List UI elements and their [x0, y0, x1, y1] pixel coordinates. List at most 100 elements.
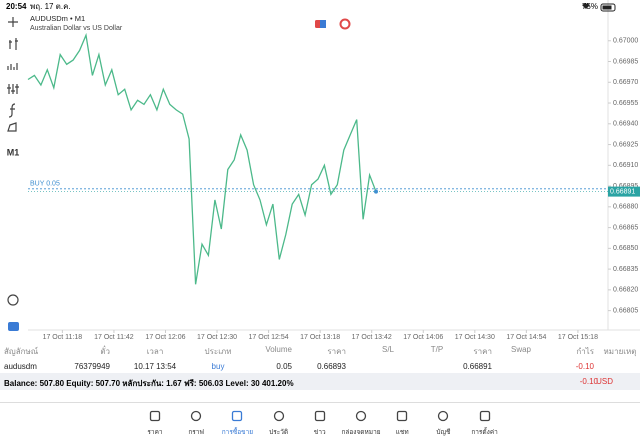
column-header: S/L — [381, 345, 395, 354]
x-tick-label: 17 Oct 12:30 — [197, 334, 237, 341]
y-tick-label: 0.66940 — [613, 121, 638, 128]
table-cell: 0.05 — [276, 362, 292, 371]
nav-icon-shape — [314, 410, 325, 422]
zoom-tool[interactable] — [7, 294, 19, 306]
column-header: ราคา — [473, 347, 492, 356]
nav-icon[interactable] — [355, 410, 367, 422]
y-tick-label: 0.66955 — [613, 100, 638, 107]
column-header: เวลา — [146, 347, 164, 356]
column-header: Volume — [265, 345, 292, 354]
y-tick-label: 0.66820 — [613, 287, 638, 294]
x-tick-label: 17 Oct 13:42 — [352, 334, 392, 341]
x-tick-label: 17 Oct 14:30 — [455, 334, 495, 341]
y-tick-label: 0.66895 — [613, 183, 638, 190]
account-summary: Balance: 507.80 Equity: 507.70 หลักประกั… — [4, 379, 294, 388]
nav-icon-shape — [232, 410, 243, 422]
nav-label[interactable]: แชท — [395, 429, 409, 436]
nav-icon[interactable] — [396, 410, 408, 422]
nav-label[interactable]: ราคา — [147, 429, 163, 436]
current-price-box — [608, 186, 640, 197]
price-line — [27, 32, 377, 285]
nav-icon[interactable] — [231, 410, 243, 422]
trade-button-part — [320, 20, 326, 28]
x-tick-label: 17 Oct 11:42 — [94, 334, 134, 341]
x-tick-label: 17 Oct 12:54 — [249, 334, 289, 341]
nav-label[interactable]: การซื้อขาย — [221, 429, 254, 436]
y-tick-label: 0.66910 — [613, 162, 638, 169]
column-header: Swap — [510, 345, 532, 354]
y-tick-label: 0.66835 — [613, 266, 638, 273]
nav-icon-shape — [397, 410, 408, 422]
column-header: ตั๋ว — [100, 347, 110, 356]
chart-subtitle: Australian Dollar vs US Dollar — [30, 25, 123, 32]
table-cell: -0.10 — [575, 362, 594, 371]
status-time: 20:54 — [6, 2, 27, 11]
y-tick-label: 0.66985 — [613, 58, 638, 65]
y-tick-label: 0.67000 — [613, 38, 638, 45]
y-tick-label: 0.66850 — [613, 245, 638, 252]
y-tick-label: 0.66925 — [613, 141, 638, 148]
nav-icon[interactable] — [273, 410, 285, 422]
left-toolbar — [7, 17, 19, 306]
summary-bar: Balance: 507.80 Equity: 507.70 หลักประกั… — [0, 373, 640, 390]
total-profit: -0.10 — [579, 377, 598, 386]
x-tick-label: 17 Oct 12:06 — [145, 334, 185, 341]
column-header: ราคา — [327, 347, 346, 356]
timeframe[interactable]: M1 — [7, 147, 20, 157]
bottom-nav: ราคา กราฟ การซื้อขาย ประวัติ ข่าว กล่องจดหมาย… — [0, 402, 640, 447]
table-cell: buy — [211, 362, 225, 371]
column-header: กำไร — [576, 347, 594, 356]
nav-label[interactable]: ประวัติ — [269, 429, 289, 436]
table-cell: 0.66893 — [317, 362, 346, 371]
indicator-button[interactable] — [339, 18, 351, 30]
nav-icon-shape — [479, 410, 490, 422]
nav-icon[interactable] — [479, 410, 491, 422]
current-price-label: 0.66891 — [610, 188, 635, 195]
column-header: ประเภท — [204, 347, 232, 356]
y-tick-label: 0.66880 — [613, 204, 638, 211]
objects-tool[interactable] — [7, 122, 17, 132]
nav-icon[interactable] — [314, 410, 326, 422]
y-tick-label: 0.66970 — [613, 79, 638, 86]
x-tick-label: 17 Oct 15:18 — [558, 334, 598, 341]
bars-tool[interactable] — [7, 63, 18, 70]
candles-tool[interactable] — [9, 38, 18, 50]
indicators-tool[interactable] — [7, 84, 19, 94]
nav-icon-shape — [149, 410, 161, 422]
chart: 20:54 พฤ. 17 ต.ค. 75% AUDUSDm • M1 Austr… — [6, 0, 640, 341]
nav-label[interactable]: กล่องจดหมาย — [341, 429, 381, 436]
column-header: สัญลักษณ์ — [4, 347, 39, 356]
battery-icon — [600, 3, 616, 12]
wifi-icon — [582, 3, 590, 10]
nav-icon-shape — [355, 410, 367, 422]
nav-label[interactable]: กราฟ — [188, 429, 205, 436]
nav-icon[interactable] — [437, 410, 449, 422]
crosshair-tool[interactable] — [8, 17, 18, 27]
nav-label[interactable]: การตั้งค่า — [471, 429, 498, 436]
nav-icon[interactable] — [190, 410, 202, 422]
table-cell: 0.66891 — [463, 362, 492, 371]
nav-label[interactable]: ข่าว — [313, 429, 326, 436]
chart-title: AUDUSDm • M1 — [30, 14, 85, 23]
position-label: BUY 0.05 — [30, 181, 60, 188]
column-header: หมายเหตุ — [603, 347, 637, 356]
one-click-trading[interactable] — [8, 322, 19, 331]
nav-icon-shape — [273, 410, 284, 422]
battery-text: 75% — [582, 2, 598, 11]
x-tick-label: 17 Oct 11:18 — [43, 334, 83, 341]
table-cell: audusdm — [4, 362, 37, 371]
y-tick-label: 0.66865 — [613, 224, 638, 231]
last-price-dot — [374, 189, 378, 194]
nav-label[interactable]: บัญชี — [436, 429, 451, 436]
x-tick-label: 17 Oct 13:18 — [300, 334, 340, 341]
nav-icon[interactable] — [149, 410, 161, 422]
column-header: T/P — [430, 345, 444, 354]
currency: USD — [596, 377, 613, 386]
table-cell: 76379949 — [74, 362, 110, 371]
y-tick-label: 0.66805 — [613, 307, 638, 314]
nav-icon-shape — [438, 410, 449, 422]
x-tick-label: 17 Oct 14:54 — [506, 334, 546, 341]
function-tool[interactable] — [8, 103, 16, 118]
battery-level — [602, 5, 612, 10]
